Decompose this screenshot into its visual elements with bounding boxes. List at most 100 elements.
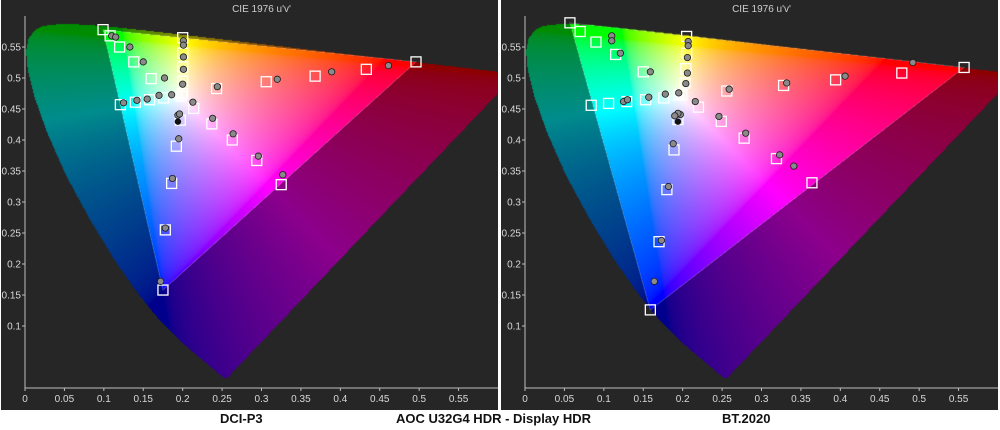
x-tick-label: 0.1 xyxy=(97,394,111,405)
measured-point xyxy=(143,95,151,103)
x-tick-label: 0.1 xyxy=(597,394,611,405)
y-tick-label: 0.25 xyxy=(2,229,22,240)
target-point xyxy=(145,72,157,85)
y-tick-label: 0.25 xyxy=(502,229,522,240)
target-point xyxy=(157,284,169,296)
measured-point xyxy=(669,140,677,148)
y-tick-label: 0.2 xyxy=(7,260,21,271)
y-tick-label: 0.3 xyxy=(507,198,521,209)
measured-point xyxy=(156,277,165,285)
measured-point xyxy=(661,90,669,98)
target-point xyxy=(360,63,372,75)
measured-point xyxy=(657,236,665,245)
measured-point xyxy=(909,58,917,67)
x-tick-label: 0.25 xyxy=(712,394,732,405)
measured-point xyxy=(790,162,798,170)
measured-point xyxy=(682,79,690,88)
measured-point xyxy=(213,83,221,91)
x-tick-label: 0.55 xyxy=(949,394,969,405)
chromaticity-diagram xyxy=(25,16,498,388)
x-tick-label: 0.5 xyxy=(912,394,926,405)
measured-point xyxy=(175,110,184,118)
measured-point xyxy=(742,129,750,137)
measured-point xyxy=(776,151,784,159)
chart-panel-left: CIE 1976 u'v' 0 0.05 0.1 0.15 0.2 0.25 0.3 0.35 0… xyxy=(1,0,498,410)
target-point xyxy=(128,56,140,68)
measured-point xyxy=(229,130,237,138)
measured-point xyxy=(273,75,281,83)
measured-point xyxy=(155,91,163,99)
target-point xyxy=(590,36,602,48)
x-tick-label: 0.55 xyxy=(449,394,469,405)
target-point xyxy=(97,23,109,36)
chromaticity-diagram xyxy=(525,16,998,388)
gamut-triangle xyxy=(102,29,418,291)
measured-point xyxy=(179,53,188,61)
measured-point xyxy=(683,69,691,77)
x-tick-label: 0.15 xyxy=(634,394,654,405)
caption-display-name: AOC U32G4 HDR - Display HDR xyxy=(396,411,592,426)
x-tick-label: 0.3 xyxy=(755,394,769,405)
measured-point xyxy=(650,277,658,285)
target-point xyxy=(679,77,691,89)
target-point xyxy=(829,74,842,86)
x-tick-label: 0.05 xyxy=(555,394,575,405)
measured-point xyxy=(616,49,624,57)
x-tick-label: 0.2 xyxy=(676,394,690,405)
y-tick-label: 0.1 xyxy=(507,322,521,333)
x-tick-label: 0.45 xyxy=(870,394,890,405)
chart-title: CIE 1976 u'v' xyxy=(732,4,791,15)
measured-point xyxy=(683,53,691,62)
target-point xyxy=(309,70,321,82)
measured-point xyxy=(254,152,262,160)
target-point xyxy=(806,177,818,189)
x-tick-label: 0.5 xyxy=(412,394,426,405)
x-tick-label: 0 xyxy=(522,394,528,405)
gamut-triangle xyxy=(569,22,966,311)
measured-point xyxy=(646,68,654,76)
measured-point xyxy=(725,85,733,93)
y-tick-label: 0.55 xyxy=(2,43,22,54)
target-point xyxy=(177,87,189,100)
measured-point xyxy=(684,42,692,50)
y-tick-label: 0.3 xyxy=(7,198,21,209)
target-point xyxy=(644,304,656,316)
measured-point xyxy=(664,182,673,191)
target-point xyxy=(574,25,586,38)
target-point xyxy=(564,17,576,29)
measured-white-point xyxy=(674,118,682,125)
x-tick-label: 0.45 xyxy=(370,394,390,405)
measured-point xyxy=(671,112,679,120)
y-tick-label: 0.45 xyxy=(2,105,22,116)
measured-point xyxy=(675,89,683,97)
y-tick-label: 0.15 xyxy=(502,291,522,302)
measured-point xyxy=(112,33,120,41)
measured-point xyxy=(175,135,183,143)
measured-point xyxy=(139,58,147,66)
target-point xyxy=(260,76,272,88)
x-tick-label: 0.25 xyxy=(212,394,232,405)
target-point xyxy=(585,99,597,111)
target-point xyxy=(896,67,908,79)
y-tick-label: 0.55 xyxy=(502,43,522,54)
measured-point xyxy=(126,43,134,51)
target-point xyxy=(958,61,970,74)
x-tick-label: 0.3 xyxy=(255,394,269,405)
x-tick-label: 0.35 xyxy=(791,394,811,405)
measured-point xyxy=(608,37,616,45)
measured-point xyxy=(179,65,188,73)
measured-white-point xyxy=(174,118,182,125)
measured-point xyxy=(161,224,169,232)
y-tick-label: 0.5 xyxy=(7,74,21,85)
target-point xyxy=(275,178,287,191)
chart-panel-right: CIE 1976 u'v' 0 0.05 0.1 0.15 0.2 0.25 0.3 0.35 0… xyxy=(501,0,998,410)
target-point xyxy=(410,56,422,68)
measured-point xyxy=(279,171,287,179)
x-tick-label: 0.15 xyxy=(134,394,154,405)
x-tick-label: 0.05 xyxy=(55,394,75,405)
measured-point xyxy=(783,79,791,87)
x-tick-label: 0.4 xyxy=(833,394,847,405)
target-point xyxy=(113,41,126,53)
measured-point xyxy=(715,112,723,121)
